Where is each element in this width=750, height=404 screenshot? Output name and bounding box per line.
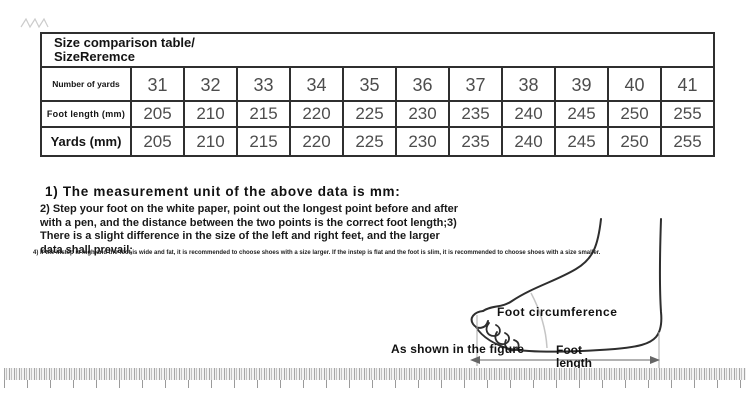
label-as-shown-in-figure: As shown in the figure xyxy=(391,342,525,356)
row-label: Number of yards xyxy=(40,66,132,102)
table-cell: 235 xyxy=(448,126,503,157)
table-cell: 230 xyxy=(395,126,450,157)
table-cell: 36 xyxy=(395,66,450,102)
label-foot-length-line1: Foot xyxy=(556,343,582,357)
table-cell: 210 xyxy=(183,100,238,128)
row-label: Yards (mm) xyxy=(40,126,132,157)
table-row: Foot length (mm) 205 210 215 220 225 230… xyxy=(40,100,716,128)
table-cell: 205 xyxy=(130,100,185,128)
table-title-cell: Size comparison table/ SizeReremce xyxy=(39,32,716,68)
ruler-major-ticks xyxy=(4,380,746,388)
size-comparison-table: Size comparison table/ SizeReremce Numbe… xyxy=(39,32,716,157)
bottom-ruler xyxy=(4,368,746,388)
table-row: Yards (mm) 205 210 215 220 225 230 235 2… xyxy=(40,126,716,157)
table-cell: 240 xyxy=(501,100,556,128)
table-cell: 255 xyxy=(659,100,716,128)
table-cell: 40 xyxy=(607,66,662,102)
table-cell: 41 xyxy=(659,66,716,102)
table-cell: 245 xyxy=(554,126,609,157)
foot-outline-sole-heel xyxy=(509,218,663,353)
note-instep-advice: 4) If the instep is high and the foot is… xyxy=(33,250,601,256)
table-cell: 35 xyxy=(342,66,397,102)
table-cell: 39 xyxy=(554,66,609,102)
table-cell: 250 xyxy=(607,126,662,157)
zigzag-mark xyxy=(20,17,49,29)
table-cell: 33 xyxy=(236,66,291,102)
label-foot-length-line2: length xyxy=(556,356,592,370)
table-title-line1: Size comparison table/ xyxy=(54,35,195,50)
table-cell: 225 xyxy=(342,100,397,128)
measure-arrow-right xyxy=(650,356,660,364)
note-measurement-unit: 1) The measurement unit of the above dat… xyxy=(45,184,401,199)
table-cell: 235 xyxy=(448,100,503,128)
label-foot-length: Foot length xyxy=(556,344,592,370)
toe-curl-1 xyxy=(470,310,489,329)
table-header-row: Size comparison table/ SizeReremce xyxy=(39,32,716,68)
instep-arc xyxy=(530,292,548,349)
table-cell: 220 xyxy=(289,100,344,128)
table-cell: 230 xyxy=(395,100,450,128)
note-measure-instructions: 2) Step your foot on the white paper, po… xyxy=(40,203,458,256)
table-cell: 245 xyxy=(554,100,609,128)
table-row: Number of yards 31 32 33 34 35 36 37 38 … xyxy=(40,66,716,102)
table-cell: 37 xyxy=(448,66,503,102)
table-cell: 225 xyxy=(342,126,397,157)
table-cell: 220 xyxy=(289,126,344,157)
table-cell: 250 xyxy=(607,100,662,128)
toe-curl-2 xyxy=(485,322,501,337)
table-cell: 205 xyxy=(130,126,185,157)
row-label: Foot length (mm) xyxy=(40,100,132,128)
table-cell: 34 xyxy=(289,66,344,102)
foot-outline-front xyxy=(482,218,602,312)
label-foot-circumference: Foot circumference xyxy=(497,305,618,319)
table-cell: 215 xyxy=(236,100,291,128)
table-cell: 255 xyxy=(659,126,716,157)
table-cell: 38 xyxy=(501,66,556,102)
table-cell: 240 xyxy=(501,126,556,157)
table-cell: 210 xyxy=(183,126,238,157)
table-title-line2: SizeReremce xyxy=(54,49,135,64)
table-cell: 31 xyxy=(130,66,185,102)
measure-arrow-left xyxy=(470,356,480,364)
table-cell: 32 xyxy=(183,66,238,102)
table-cell: 215 xyxy=(236,126,291,157)
ruler-band xyxy=(4,368,746,380)
